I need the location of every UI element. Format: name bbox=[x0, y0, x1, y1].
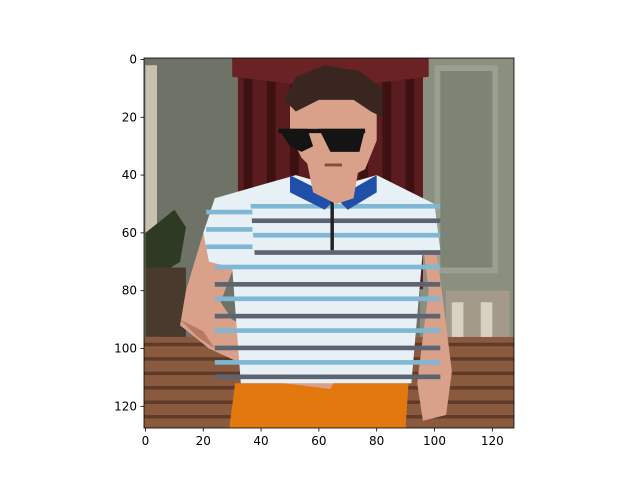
image-left-trim bbox=[145, 65, 158, 340]
x-tick-label: 80 bbox=[369, 434, 384, 448]
image-plant-pot bbox=[145, 267, 186, 337]
y-tick-label: 60 bbox=[122, 226, 137, 240]
image-sunglasses-right bbox=[318, 128, 366, 152]
image-placket bbox=[330, 198, 334, 251]
image-chair-leg bbox=[451, 302, 464, 349]
image-curtain-fold bbox=[266, 58, 276, 284]
image-arm-shadow bbox=[180, 319, 215, 349]
x-tick-label: 120 bbox=[481, 434, 504, 448]
x-tick-label: 60 bbox=[311, 434, 326, 448]
y-tick-label: 40 bbox=[122, 168, 137, 182]
image-sunglasses-bridge bbox=[278, 128, 366, 134]
y-tick-label: 100 bbox=[114, 342, 137, 356]
image-sleeve-stripe bbox=[206, 227, 253, 232]
image-shorts bbox=[229, 383, 409, 428]
image-shirt-stripe bbox=[214, 328, 441, 333]
y-tick-label: 20 bbox=[122, 110, 137, 124]
image-mouth bbox=[324, 163, 343, 167]
x-tick-label: 0 bbox=[142, 434, 150, 448]
image-sleeve-stripe bbox=[206, 244, 253, 250]
image-curtain-fold bbox=[289, 58, 299, 284]
y-axis: 0 20 40 60 80 100 120 bbox=[114, 52, 144, 413]
y-tick-label: 80 bbox=[122, 284, 137, 298]
image-sunglasses-left bbox=[278, 128, 314, 152]
y-tick-label: 120 bbox=[114, 399, 137, 413]
image-curtain-fold bbox=[359, 58, 369, 284]
axes-frame bbox=[143, 57, 515, 429]
image-shirt-stripe bbox=[214, 282, 441, 287]
image-shirt-stripe bbox=[214, 374, 441, 380]
image-sleeve-stripe bbox=[206, 209, 253, 215]
x-tick-label: 100 bbox=[423, 434, 446, 448]
x-tick-label: 40 bbox=[253, 434, 268, 448]
image-shirt-stripe bbox=[214, 264, 441, 270]
image-curtain-fold bbox=[382, 58, 392, 284]
image-collar-right bbox=[336, 175, 377, 210]
image-right-wall-panel-inner bbox=[440, 71, 493, 268]
image-shirt-stripe bbox=[214, 250, 441, 255]
image-curtain-fold bbox=[405, 58, 415, 284]
y-tick-label: 0 bbox=[129, 52, 137, 66]
image-hair bbox=[284, 65, 383, 118]
x-axis: 0 20 40 60 80 100 120 bbox=[142, 428, 504, 448]
x-tick-label: 20 bbox=[196, 434, 211, 448]
image-shirt-stripe bbox=[214, 345, 441, 351]
image-plant bbox=[145, 209, 186, 277]
image-curtain-fold bbox=[243, 58, 253, 284]
image-shirt-stripe bbox=[214, 360, 441, 365]
axes-border bbox=[143, 57, 515, 429]
image-plot bbox=[144, 58, 514, 428]
image-chair-leg bbox=[480, 302, 493, 349]
image-shirt-stripe bbox=[214, 313, 441, 319]
image-shirt-stripe bbox=[214, 218, 441, 224]
image-shirt-stripe bbox=[214, 232, 441, 238]
image-collar-left bbox=[290, 175, 337, 210]
image-shirt-stripe bbox=[214, 296, 441, 302]
